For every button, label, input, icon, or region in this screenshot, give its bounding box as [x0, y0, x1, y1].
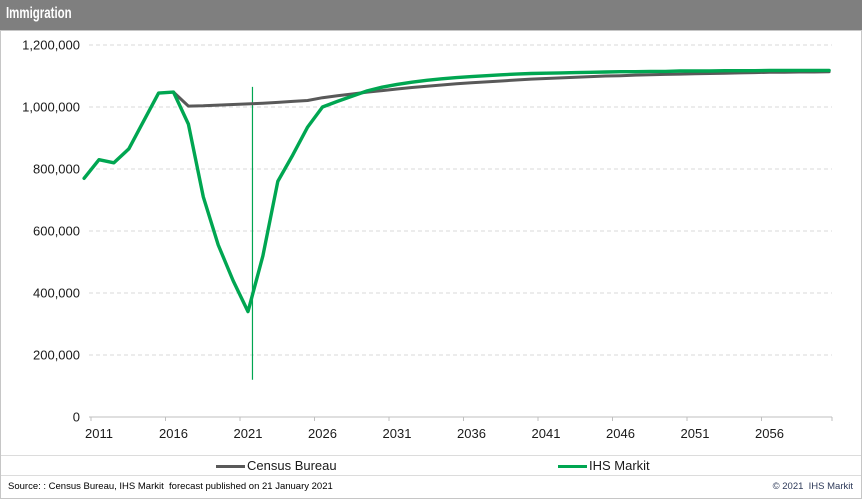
- census-bureau-line-swatch: [216, 464, 245, 468]
- series-ihs-markit: [82, 68, 831, 314]
- y-tick-label: 1,200,000: [22, 38, 80, 53]
- x-tick-label: 2021: [234, 426, 263, 441]
- y-tick-label: 800,000: [33, 162, 80, 177]
- x-tick-label: 2051: [681, 426, 710, 441]
- line-chart-svg: 0 200,000 400,000 600,000 800,000 1,000,000 1,…: [22, 38, 833, 441]
- y-tick-label: 400,000: [33, 286, 80, 301]
- legend-label-ihs-markit: IHS Markit: [589, 458, 650, 473]
- x-tick-label: 2031: [383, 426, 412, 441]
- chart-footer: Source: : Census Bureau, IHS Markit fore…: [1, 475, 861, 498]
- x-tick-label: 2011: [85, 426, 113, 441]
- legend-item-census-bureau: Census Bureau: [216, 456, 337, 476]
- y-tick-label: 200,000: [33, 348, 80, 363]
- chart-title-bar: Immigration: [0, 0, 862, 30]
- source-note: Source: : Census Bureau, IHS Markit fore…: [8, 481, 333, 492]
- x-tick-label: 2016: [159, 426, 188, 441]
- series-census-bureau: [172, 70, 831, 108]
- legend-item-ihs-markit: IHS Markit: [558, 456, 650, 476]
- x-tick-label: 2056: [755, 426, 784, 441]
- y-tick-label: 1,000,000: [22, 100, 80, 115]
- legend-label-census-bureau: Census Bureau: [247, 458, 337, 473]
- x-tick-label: 2036: [457, 426, 486, 441]
- copyright-note: © 2021 IHS Markit: [772, 481, 853, 492]
- y-tick-label: 600,000: [33, 224, 80, 239]
- chart-title: Immigration: [6, 5, 72, 22]
- chart-legend: Census Bureau IHS Markit: [1, 455, 861, 475]
- plot-area: 0 200,000 400,000 600,000 800,000 1,000,000 1,…: [1, 31, 861, 455]
- chart-frame: 0 200,000 400,000 600,000 800,000 1,000,000 1,…: [0, 30, 862, 499]
- x-tick-label: 2026: [308, 426, 337, 441]
- y-tick-label: 0: [73, 410, 80, 425]
- ihs-markit-line-swatch: [558, 464, 587, 468]
- x-tick-label: 2041: [532, 426, 561, 441]
- x-tick-label: 2046: [606, 426, 635, 441]
